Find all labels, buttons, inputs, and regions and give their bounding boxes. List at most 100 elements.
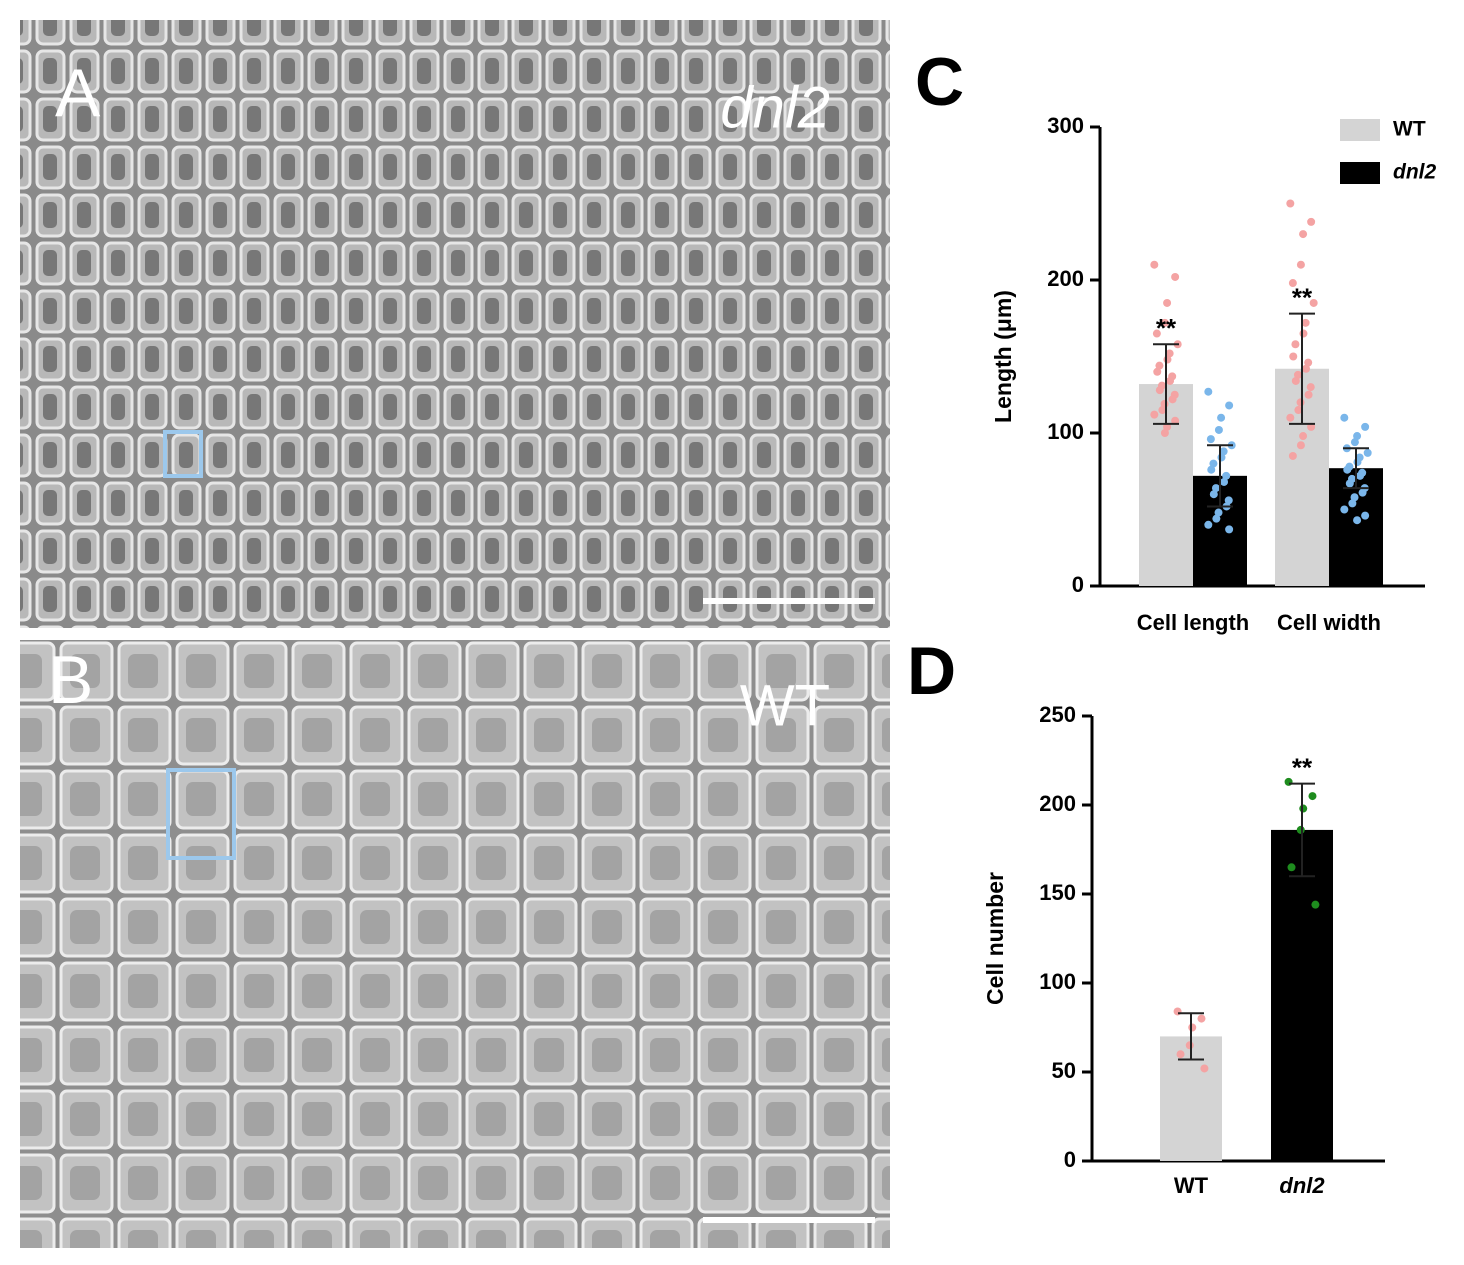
panel-label: A <box>55 55 101 131</box>
y-tick-label: 0 <box>1072 572 1084 597</box>
data-point <box>1361 422 1370 431</box>
panel-label: B <box>48 642 93 718</box>
data-point <box>1150 260 1159 269</box>
data-point <box>1165 349 1174 358</box>
x-tick-label: Cell width <box>1277 610 1381 635</box>
y-tick-label: 250 <box>1039 702 1076 727</box>
data-point <box>1309 298 1318 307</box>
data-point <box>1204 387 1213 396</box>
data-point <box>1299 804 1308 813</box>
data-point <box>1168 395 1177 404</box>
legend-swatch <box>1340 162 1380 184</box>
data-point <box>1350 493 1359 502</box>
data-point <box>1348 499 1357 508</box>
data-point <box>1152 329 1161 338</box>
legend-label: WT <box>1393 118 1426 141</box>
data-point <box>1345 479 1354 488</box>
significance: ** <box>1156 313 1177 343</box>
data-point <box>1188 1023 1197 1032</box>
micrograph-a: A dnl2 <box>20 20 890 628</box>
data-point <box>1353 432 1362 441</box>
data-point <box>1158 406 1167 415</box>
data-point <box>1185 1041 1194 1050</box>
legend-swatch <box>1340 119 1380 141</box>
data-point <box>1163 422 1172 431</box>
data-point <box>1214 508 1223 517</box>
data-point <box>1291 376 1300 385</box>
data-point <box>1150 410 1159 419</box>
y-tick-label: 100 <box>1039 969 1076 994</box>
data-point <box>1163 298 1172 307</box>
y-tick-label: 100 <box>1047 419 1084 444</box>
panel-label: D <box>907 633 956 709</box>
data-point <box>1217 413 1226 422</box>
data-point <box>1296 825 1305 834</box>
data-point <box>1214 425 1223 434</box>
data-point <box>1296 398 1305 407</box>
data-point <box>1299 329 1308 338</box>
y-tick-label: 200 <box>1047 266 1084 291</box>
data-point <box>1209 490 1218 499</box>
x-tick-label: Cell length <box>1137 610 1249 635</box>
inset-box <box>166 768 236 860</box>
data-point <box>1304 358 1313 367</box>
x-tick-label: WT <box>1174 1173 1209 1198</box>
data-point <box>1361 511 1370 520</box>
data-point <box>1296 441 1305 450</box>
legend-label: dnl2 <box>1393 161 1436 184</box>
data-point <box>1176 1050 1185 1059</box>
data-point <box>1307 422 1316 431</box>
image-label: WT <box>740 673 830 738</box>
x-tick-label: dnl2 <box>1279 1173 1325 1198</box>
data-point <box>1296 260 1305 269</box>
data-point <box>1204 520 1213 529</box>
data-point <box>1217 453 1226 462</box>
data-point <box>1225 525 1234 534</box>
y-tick-label: 0 <box>1064 1147 1076 1172</box>
y-tick-label: 150 <box>1039 880 1076 905</box>
y-tick-label: 50 <box>1052 1058 1076 1083</box>
data-point <box>1291 340 1300 349</box>
inset-box <box>163 430 203 478</box>
data-point <box>1207 465 1216 474</box>
data-point <box>1288 279 1297 288</box>
data-point <box>1363 448 1372 457</box>
micrograph-b: B WT <box>20 640 890 1248</box>
data-point <box>1286 199 1295 208</box>
significance: ** <box>1292 753 1313 783</box>
panel-label: C <box>915 44 964 120</box>
data-point <box>1211 484 1220 493</box>
data-point <box>1299 432 1308 441</box>
data-point <box>1160 318 1169 327</box>
data-point <box>1197 1014 1206 1023</box>
image-label: dnl2 <box>720 75 830 140</box>
data-point <box>1353 516 1362 525</box>
data-point <box>1222 471 1231 480</box>
data-point <box>1358 488 1367 497</box>
data-point <box>1288 451 1297 460</box>
data-point <box>1353 458 1362 467</box>
data-point <box>1302 364 1311 373</box>
data-point <box>1171 272 1180 281</box>
data-point <box>1200 1064 1209 1073</box>
data-point <box>1220 477 1229 486</box>
significance: ** <box>1292 283 1313 313</box>
data-point <box>1206 435 1215 444</box>
data-point <box>1301 318 1310 327</box>
data-point <box>1287 863 1296 872</box>
data-point <box>1224 496 1233 505</box>
data-point <box>1307 217 1316 226</box>
data-point <box>1289 352 1298 361</box>
sem-image <box>20 640 890 1248</box>
data-point <box>1294 406 1303 415</box>
y-tick-label: 300 <box>1047 113 1084 138</box>
data-point <box>1212 514 1221 523</box>
data-point <box>1160 429 1169 437</box>
data-point <box>1308 792 1317 801</box>
data-point <box>1171 416 1180 425</box>
bar <box>1271 829 1333 1161</box>
data-point <box>1340 413 1349 422</box>
data-point <box>1286 413 1295 422</box>
data-point <box>1304 390 1313 399</box>
y-axis-label: Cell number <box>982 872 1008 1005</box>
